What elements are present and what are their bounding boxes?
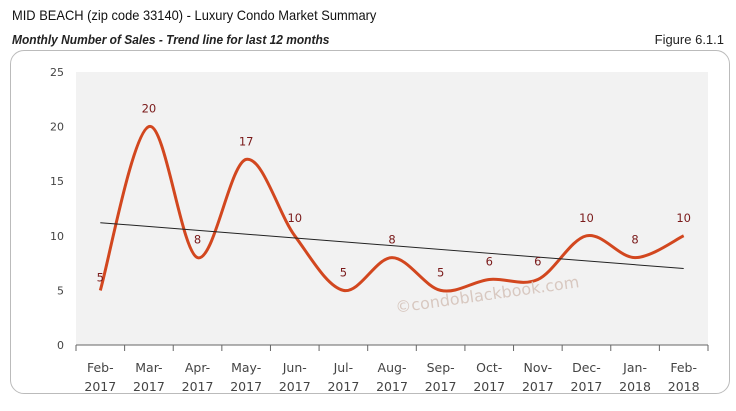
x-tick-label: Jun- xyxy=(282,360,307,375)
trend-line xyxy=(100,222,684,270)
x-tick-label: Mar- xyxy=(135,360,162,375)
x-tick-label: 2017 xyxy=(230,379,262,394)
x-tick-label: 2017 xyxy=(133,379,165,394)
x-tick-label: 2017 xyxy=(425,379,457,394)
data-label: 8 xyxy=(194,233,201,247)
x-tick-label: Feb- xyxy=(87,360,114,375)
data-label: 17 xyxy=(239,134,254,148)
data-label: 8 xyxy=(388,233,395,247)
y-tick-label: 5 xyxy=(57,284,64,297)
x-tick-label: Nov- xyxy=(524,360,553,375)
x-tick-label: May- xyxy=(231,360,261,375)
data-label: 20 xyxy=(142,102,157,116)
x-tick-label: 2017 xyxy=(571,379,603,394)
x-tick-label: Dec- xyxy=(572,360,601,375)
x-tick-label: 2017 xyxy=(182,379,214,394)
chart-subtitle: Monthly Number of Sales - Trend line for… xyxy=(12,32,330,47)
y-tick-label: 25 xyxy=(50,66,64,79)
x-tick-label: 2017 xyxy=(327,379,359,394)
x-tick-label: Apr- xyxy=(185,360,210,375)
data-label: 10 xyxy=(579,211,594,225)
y-tick-label: 10 xyxy=(50,230,64,243)
x-tick-label: 2017 xyxy=(376,379,408,394)
data-label: 10 xyxy=(287,211,302,225)
x-tick-label: 2017 xyxy=(279,379,311,394)
x-tick-label: Jan- xyxy=(622,360,647,375)
x-tick-label: Jul- xyxy=(333,360,354,375)
x-tick-label: 2018 xyxy=(619,379,651,394)
data-label: 5 xyxy=(340,265,347,279)
y-tick-label: 20 xyxy=(50,121,64,134)
x-tick-label: Aug- xyxy=(378,360,407,375)
data-label: 6 xyxy=(486,254,493,268)
x-tick-label: 2018 xyxy=(668,379,700,394)
y-tick-label: 15 xyxy=(50,175,64,188)
plot-area xyxy=(76,72,708,345)
y-tick-label: 0 xyxy=(57,339,64,352)
x-tick-label: Feb- xyxy=(670,360,697,375)
data-label: 6 xyxy=(534,254,541,268)
x-tick-label: 2017 xyxy=(473,379,505,394)
x-tick-label: Oct- xyxy=(476,360,502,375)
figure-number: Figure 6.1.1 xyxy=(654,32,724,47)
data-label: 10 xyxy=(676,211,691,225)
x-tick-label: 2017 xyxy=(522,379,554,394)
chart-title: MID BEACH (zip code 33140) - Luxury Cond… xyxy=(12,7,377,23)
x-tick-label: Sep- xyxy=(427,360,455,375)
chart-frame xyxy=(10,50,730,394)
data-label: 5 xyxy=(97,270,104,284)
x-tick-label: 2017 xyxy=(84,379,116,394)
data-label: 5 xyxy=(437,265,444,279)
data-label: 8 xyxy=(631,233,638,247)
series-line xyxy=(98,125,685,293)
